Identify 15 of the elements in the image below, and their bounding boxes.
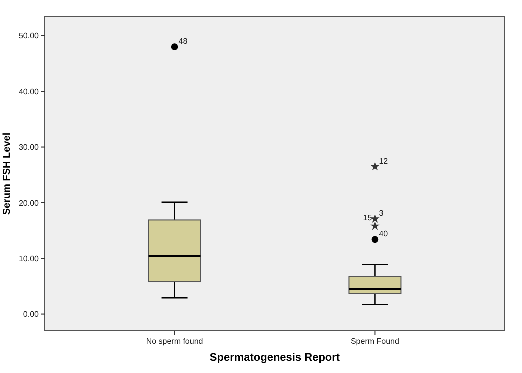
y-axis-title: Serum FSH Level bbox=[2, 132, 13, 216]
x-axis-title: Spermatogenesis Report bbox=[210, 352, 340, 364]
y-tick-label: 10.00 bbox=[18, 254, 40, 264]
annotation: 48 bbox=[178, 37, 188, 46]
y-tick-label: 20.00 bbox=[18, 198, 40, 208]
y-tick-label: 50.00 bbox=[18, 32, 40, 41]
annotation: 15 bbox=[363, 213, 373, 222]
annotation: 12 bbox=[379, 156, 389, 166]
y-tick-label: 0.00 bbox=[23, 310, 40, 320]
x-tick-label: Sperm Found bbox=[350, 337, 400, 346]
y-tick-label: 40.00 bbox=[18, 87, 40, 96]
y-tick-label: 30.00 bbox=[18, 143, 40, 152]
x-tick-label: No sperm found bbox=[146, 337, 204, 346]
annotation: 3 bbox=[379, 209, 384, 218]
annotation: 40 bbox=[379, 230, 389, 239]
